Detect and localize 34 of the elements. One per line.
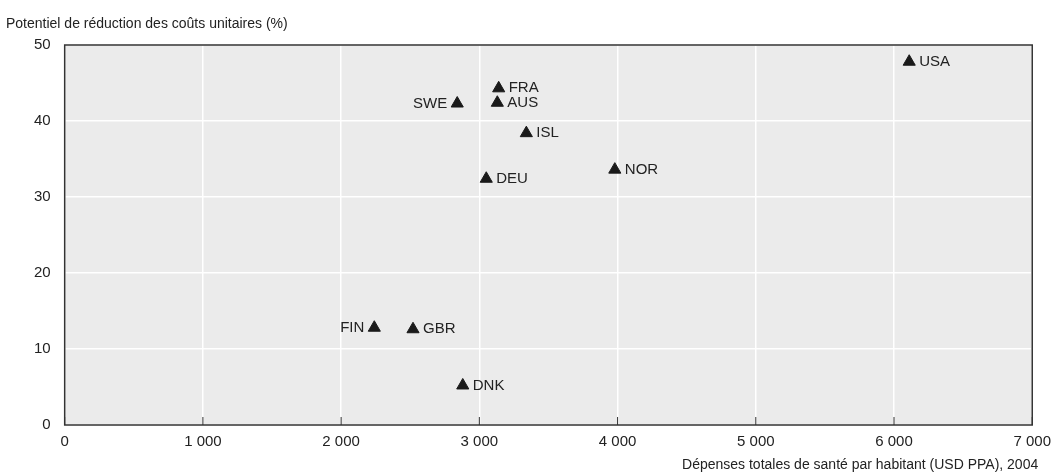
x-tick-label: 6 000 <box>875 432 913 450</box>
x-tick-label: 0 <box>60 432 69 450</box>
point <box>519 125 533 138</box>
point <box>367 320 381 332</box>
x-tick-label: 5 000 <box>737 432 775 450</box>
point <box>492 80 506 93</box>
y-tick-label: 0 <box>42 415 51 433</box>
x-tick-label: 2 000 <box>322 432 360 450</box>
point <box>490 95 504 107</box>
y-tick-label: 20 <box>34 263 51 281</box>
point <box>456 377 470 390</box>
annotation: ISL <box>536 123 559 141</box>
annotation: SWE <box>413 93 448 111</box>
point <box>902 54 916 66</box>
y-tick-label: 40 <box>34 111 51 129</box>
y-tick-label: 30 <box>34 187 51 205</box>
annotation: USA <box>919 51 951 69</box>
annotation: DNK <box>472 375 505 393</box>
x-tick-label: 1 000 <box>184 432 222 450</box>
y-tick-label: 10 <box>34 339 51 357</box>
x-tick-label: 4 000 <box>598 432 637 450</box>
x-tick-label: 3 000 <box>460 432 499 450</box>
point <box>406 321 420 334</box>
point <box>479 171 493 183</box>
annotation: NOR <box>624 159 659 177</box>
point <box>450 96 464 108</box>
annotation: GBR <box>423 319 456 337</box>
annotation: DEU <box>496 168 528 186</box>
y-axis-title: Potentiel de réduction des coûts unitaires (%) <box>6 15 288 31</box>
annotation: FIN <box>340 317 365 335</box>
y-tick-label: 50 <box>34 35 51 53</box>
x-tick-label: 7 000 <box>1013 432 1052 450</box>
x-axis-title: Dépenses totales de santé par habitant (USD PPA), 2004 <box>682 456 1039 472</box>
point <box>608 162 622 174</box>
